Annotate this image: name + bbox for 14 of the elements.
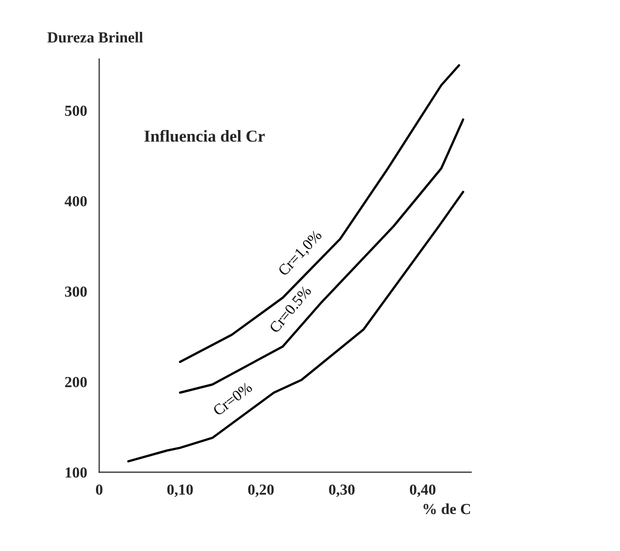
x-axis-title: % de C [424, 503, 470, 514]
y-tick-label: 500 [65, 106, 87, 116]
x-tick-label: 0,20 [248, 484, 274, 497]
x-tick-label: 0,40 [410, 484, 436, 497]
y-axis-title: Dureza Brinell [47, 32, 143, 43]
x-tick-label: 0,10 [167, 484, 193, 497]
x-tick-label: 0,30 [329, 484, 355, 497]
y-tick-label: 200 [65, 376, 87, 388]
y-tick-label: 300 [65, 286, 87, 297]
y-tick-label: 100 [66, 467, 87, 478]
x-tick-label: 0 [96, 484, 102, 495]
line-series [127, 190, 464, 462]
annotation: Influencia del Cr [144, 130, 265, 142]
y-tick-label: 400 [64, 196, 87, 206]
